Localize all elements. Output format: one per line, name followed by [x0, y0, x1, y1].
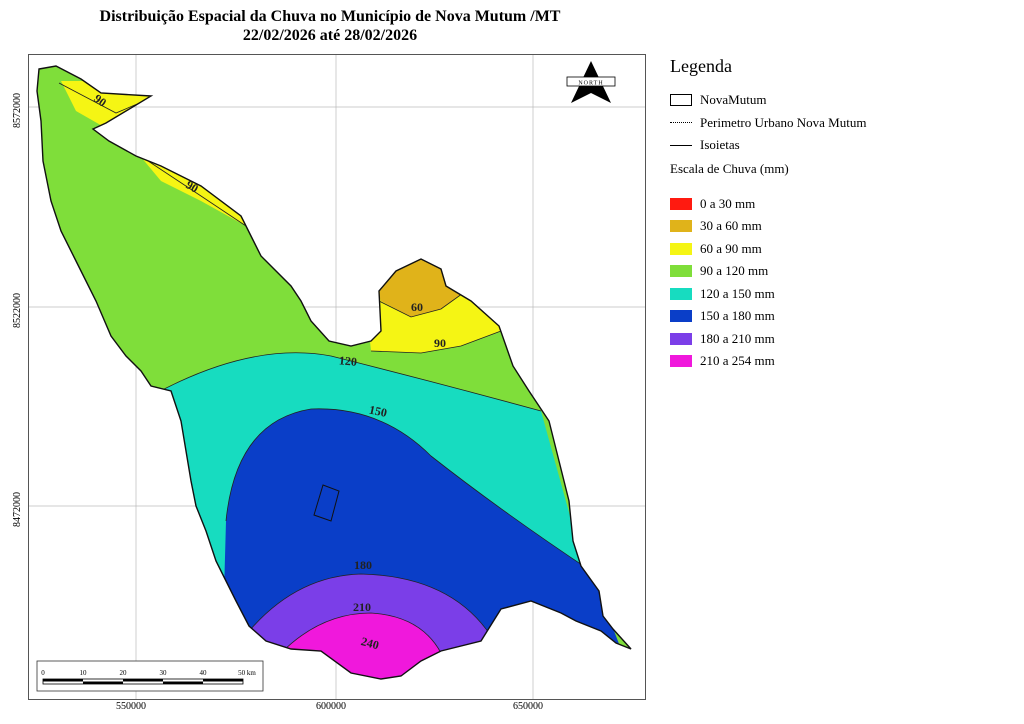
legend-class-row: 210 a 254 mm: [670, 350, 1010, 373]
zone-210-254: [281, 613, 441, 679]
north-label: NORTH: [578, 81, 603, 87]
legend-class-row: 180 a 210 mm: [670, 328, 1010, 351]
color-swatch: [670, 220, 692, 233]
isohyet-label: 120: [338, 353, 357, 369]
color-swatch: [670, 310, 692, 323]
isohyet-label: 60: [411, 300, 423, 314]
legend-class-row: 90 a 120 mm: [670, 260, 1010, 283]
legend-item-novamutum: NovaMutum: [670, 89, 1010, 112]
scale-label: 50 km: [238, 669, 256, 677]
scale-label: 0: [41, 669, 45, 677]
legend-item-isohyets: Isoietas: [670, 134, 1010, 157]
scale-bar: 0 10 20 30 40 50 km: [36, 660, 264, 692]
scale-label: 40: [200, 669, 208, 677]
rain-classes: 0 a 30 mm 30 a 60 mm 60 a 90 mm 90 a 120 mm…: [670, 193, 1010, 373]
municipality-boundary: [36, 65, 632, 680]
y-tick: 8472000: [12, 492, 23, 527]
legend: Legenda NovaMutum Perimetro Urbano Nova …: [670, 56, 1010, 373]
legend-class-row: 30 a 60 mm: [670, 215, 1010, 238]
isohyet-label: 180: [354, 558, 372, 572]
legend-class-label: 180 a 210 mm: [700, 330, 775, 346]
rain-scale-title: Escala de Chuva (mm): [670, 160, 789, 176]
legend-class-label: 30 a 60 mm: [700, 218, 762, 234]
legend-class-label: 60 a 90 mm: [700, 240, 762, 256]
legend-class-row: 60 a 90 mm: [670, 238, 1010, 261]
isohyet-label: 210: [353, 600, 371, 614]
legend-class-label: 150 a 180 mm: [700, 308, 775, 324]
x-tick: 650000: [513, 701, 543, 712]
scale-label: 30: [160, 669, 168, 677]
legend-class-label: 0 a 30 mm: [700, 195, 756, 211]
color-swatch: [670, 287, 692, 300]
legend-class-row: 120 a 150 mm: [670, 283, 1010, 306]
x-tick: 550000: [116, 701, 146, 712]
legend-class-label: 120 a 150 mm: [700, 285, 775, 301]
scale-label: 20: [120, 669, 128, 677]
map-frame[interactable]: 90 90 60 90 120 150 180 210 240 NORTH: [28, 54, 646, 700]
map-date-range: 22/02/2026 até 28/02/2026: [242, 27, 418, 44]
legend-item-urban-perimeter: Perimetro Urbano Nova Mutum: [670, 112, 1010, 135]
y-tick: 8522000: [12, 293, 23, 328]
map-title: Distribuição Espacial da Chuva no Municí…: [99, 8, 561, 25]
isohyet-labels: 90 90 60 90 120 150 180 210 240: [91, 91, 446, 652]
x-tick: 600000: [316, 701, 346, 712]
legend-class-label: 210 a 254 mm: [700, 353, 775, 369]
legend-class-label: 90 a 120 mm: [700, 263, 769, 279]
color-swatch: [670, 197, 692, 210]
urban-perimeter: [313, 484, 340, 522]
isohyet-label: 90: [434, 336, 446, 350]
color-swatch: [670, 332, 692, 345]
rainfall-map: 90 90 60 90 120 150 180 210 240 NORTH: [29, 55, 645, 699]
line-icon: [670, 144, 692, 146]
legend-class-row: 0 a 30 mm: [670, 193, 1010, 216]
rainfall-zones: [37, 66, 631, 679]
legend-title: Legenda: [670, 56, 732, 76]
polygon-swatch-icon: [670, 94, 692, 107]
color-swatch: [670, 265, 692, 278]
color-swatch: [670, 242, 692, 255]
isohyets: [58, 82, 592, 654]
dotted-line-icon: [670, 122, 692, 124]
isohyet-label: 150: [368, 402, 389, 419]
scale-label: 10: [80, 669, 88, 677]
legend-class-row: 150 a 180 mm: [670, 305, 1010, 328]
color-swatch: [670, 355, 692, 368]
isohyet-label: 240: [359, 634, 380, 652]
y-tick: 8572000: [12, 93, 23, 128]
north-arrow-icon: NORTH: [566, 61, 616, 103]
